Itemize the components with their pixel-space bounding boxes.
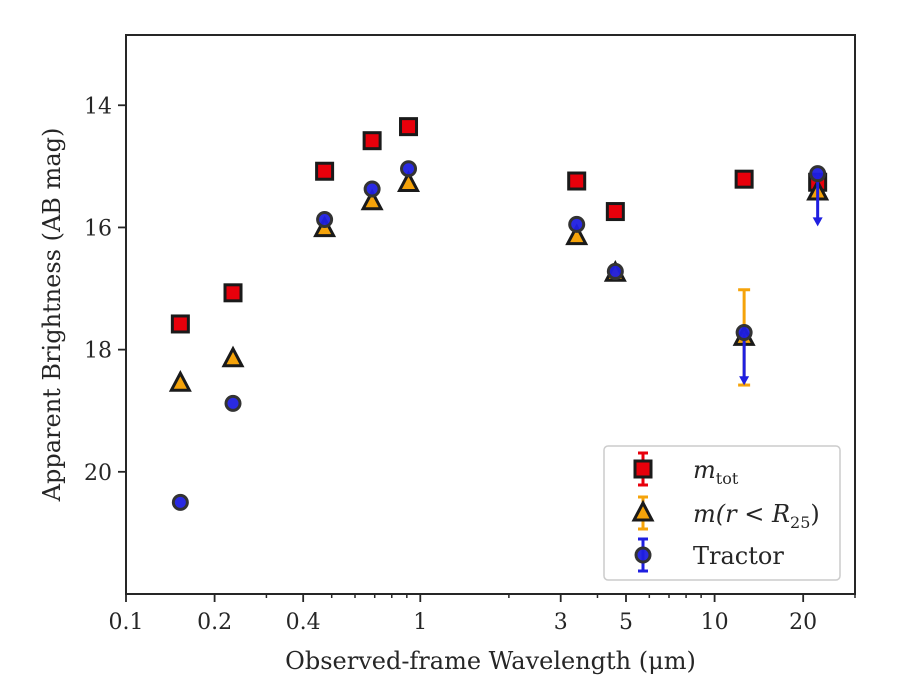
x-tick-label: 1 bbox=[413, 610, 427, 635]
plot-frame bbox=[125, 34, 856, 595]
circle-point bbox=[363, 180, 381, 198]
circle-point bbox=[606, 262, 624, 280]
x-tick-label: 3 bbox=[554, 610, 568, 635]
square-point bbox=[223, 283, 243, 303]
x-tick-label: 5 bbox=[619, 610, 633, 635]
series-square bbox=[170, 117, 828, 334]
y-axis-label: Apparent Brightness (AB mag) bbox=[38, 128, 66, 503]
legend-box bbox=[603, 445, 841, 581]
x-tick-label: 0.1 bbox=[109, 610, 144, 635]
circle-point bbox=[171, 493, 189, 511]
square-point bbox=[605, 202, 625, 222]
y-tick-label: 16 bbox=[84, 216, 112, 241]
triangle-point bbox=[360, 188, 384, 211]
legend-marker-triangle bbox=[631, 499, 655, 522]
square-point bbox=[170, 314, 190, 334]
square-point bbox=[567, 171, 587, 191]
circle-point bbox=[224, 394, 242, 412]
square-point bbox=[362, 131, 382, 151]
x-tick-label: 0.2 bbox=[197, 610, 232, 635]
legend-label: Tractor bbox=[693, 542, 784, 570]
circle-point bbox=[400, 160, 418, 178]
circle-point bbox=[316, 211, 334, 229]
x-tick-label: 0.4 bbox=[286, 610, 321, 635]
triangle-point bbox=[221, 345, 245, 368]
x-tick-label: 10 bbox=[701, 610, 729, 635]
x-axis-label: Observed-frame Wavelength (μm) bbox=[285, 647, 696, 675]
circle-point bbox=[568, 215, 586, 233]
triangle-point bbox=[565, 223, 589, 246]
circle-point bbox=[735, 324, 753, 342]
series-circle bbox=[171, 160, 827, 511]
triangle-point bbox=[397, 170, 421, 192]
legend-marker-circle bbox=[634, 546, 652, 564]
square-point bbox=[734, 169, 754, 189]
upper-limit-arrow-head bbox=[812, 217, 823, 227]
y-tick-label: 18 bbox=[84, 339, 112, 364]
circle-point bbox=[809, 165, 827, 183]
data-marks bbox=[168, 117, 830, 511]
square-point bbox=[399, 117, 419, 137]
legend: mtot m(r < R25) Tractor bbox=[603, 445, 841, 581]
y-axis-ticks: 14 16 18 20 bbox=[84, 94, 126, 486]
legend-label: mtot bbox=[693, 456, 739, 488]
upper-limit-arrow-head bbox=[739, 376, 750, 386]
x-tick-label: 20 bbox=[789, 610, 817, 635]
y-tick-label: 14 bbox=[84, 94, 112, 119]
x-axis-ticks: 0.1 0.2 0.4 1 3 5 10 20 bbox=[109, 594, 856, 635]
square-point bbox=[315, 161, 335, 181]
y-tick-label: 20 bbox=[84, 461, 112, 486]
legend-label: m(r < R25) bbox=[693, 500, 820, 532]
triangle-point bbox=[168, 370, 192, 392]
legend-marker-square bbox=[633, 459, 653, 479]
